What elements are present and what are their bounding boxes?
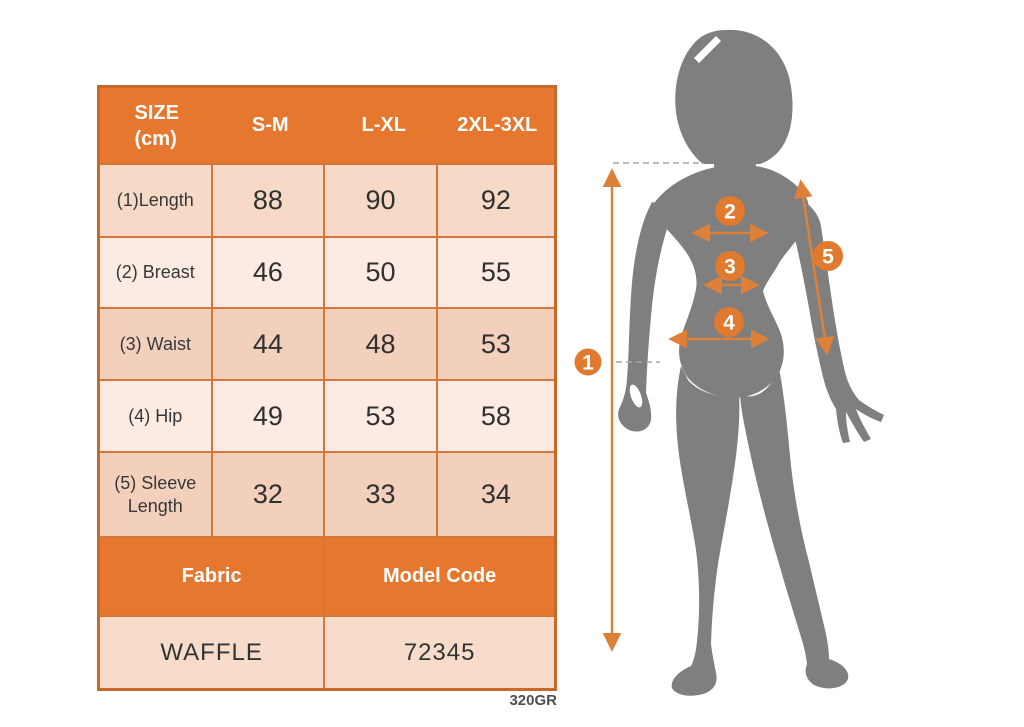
silhouette-hair-parting bbox=[694, 36, 721, 63]
marker-5-circle bbox=[813, 241, 843, 271]
row-waist-value-lxl: 48 bbox=[325, 309, 436, 379]
row-sleeve-value-sm: 32 bbox=[212, 453, 324, 536]
row-sleeve-value-lxl: 33 bbox=[325, 453, 436, 536]
row-hip-value-sm: 49 bbox=[212, 381, 324, 451]
header-col-s-m: S-M bbox=[251, 114, 289, 136]
marker-3-number: 3 bbox=[724, 256, 736, 279]
row-breast-label: (2) Breast bbox=[100, 238, 211, 307]
row-hip-label: (4) Hip bbox=[100, 381, 211, 451]
measure-arrow-sleeve bbox=[794, 179, 834, 356]
header-col-l-xl: L-XL bbox=[361, 114, 406, 136]
row-sleeve-value-2xl3xl: 34 bbox=[437, 453, 554, 536]
silhouette-left-arm bbox=[618, 202, 670, 432]
row-breast-value-2xl3xl: 55 bbox=[437, 238, 554, 307]
size-table: SIZE (cm) S-M L-XL 2XL-3XL (1)Length 88 … bbox=[97, 85, 557, 691]
row-waist-value-sm: 44 bbox=[212, 309, 324, 379]
marker-2: 2 bbox=[715, 196, 745, 226]
header-col-2xl-3xl: 2XL-3XL bbox=[457, 114, 538, 136]
weight-footnote: 320GR bbox=[509, 692, 557, 709]
row-length-value-sm: 88 bbox=[212, 165, 324, 236]
footer-model-code-value: 72345 bbox=[325, 617, 554, 688]
marker-3-circle bbox=[715, 251, 745, 281]
silhouette-hair bbox=[675, 29, 793, 165]
marker-4: 4 bbox=[714, 307, 744, 337]
silhouette-left-leg bbox=[671, 366, 740, 696]
row-length-label: (1)Length bbox=[100, 165, 211, 236]
row-waist-label: (3) Waist bbox=[100, 309, 211, 379]
footer-fabric-header: Fabric bbox=[100, 538, 324, 615]
marker-1-number: 1 bbox=[582, 352, 594, 375]
marker-3: 3 bbox=[715, 251, 745, 281]
marker-5-number: 5 bbox=[822, 246, 834, 269]
marker-1-circle bbox=[574, 348, 602, 376]
silhouette-right-leg bbox=[740, 368, 849, 689]
measurement-arrows bbox=[602, 168, 834, 652]
row-hip-value-2xl3xl: 58 bbox=[437, 381, 554, 451]
row-breast-value-lxl: 50 bbox=[325, 238, 436, 307]
marker-4-number: 4 bbox=[723, 312, 735, 335]
marker-2-number: 2 bbox=[724, 201, 736, 224]
footer-model-code-header: Model Code bbox=[325, 538, 554, 615]
row-length-value-2xl3xl: 92 bbox=[437, 165, 554, 236]
guide-lines bbox=[613, 162, 704, 363]
row-length-value-lxl: 90 bbox=[325, 165, 436, 236]
row-hip-value-lxl: 53 bbox=[325, 381, 436, 451]
marker-1: 1 bbox=[574, 348, 602, 376]
row-sleeve-label: (5) Sleeve Length bbox=[100, 453, 211, 536]
marker-5: 5 bbox=[813, 241, 843, 271]
table-header-row: SIZE (cm) S-M L-XL 2XL-3XL bbox=[100, 88, 554, 163]
row-breast-value-sm: 46 bbox=[212, 238, 324, 307]
silhouette-right-arm bbox=[791, 198, 884, 443]
silhouette-left-hand-gap bbox=[629, 384, 643, 408]
footer-fabric-value: WAFFLE bbox=[100, 617, 324, 688]
marker-4-circle bbox=[714, 307, 744, 337]
header-size-cm: SIZE (cm) bbox=[134, 101, 179, 150]
row-waist-value-2xl3xl: 53 bbox=[437, 309, 554, 379]
figure-silhouette bbox=[618, 29, 884, 696]
marker-2-circle bbox=[715, 196, 745, 226]
measurement-markers: 1 2 3 4 5 bbox=[574, 196, 843, 376]
